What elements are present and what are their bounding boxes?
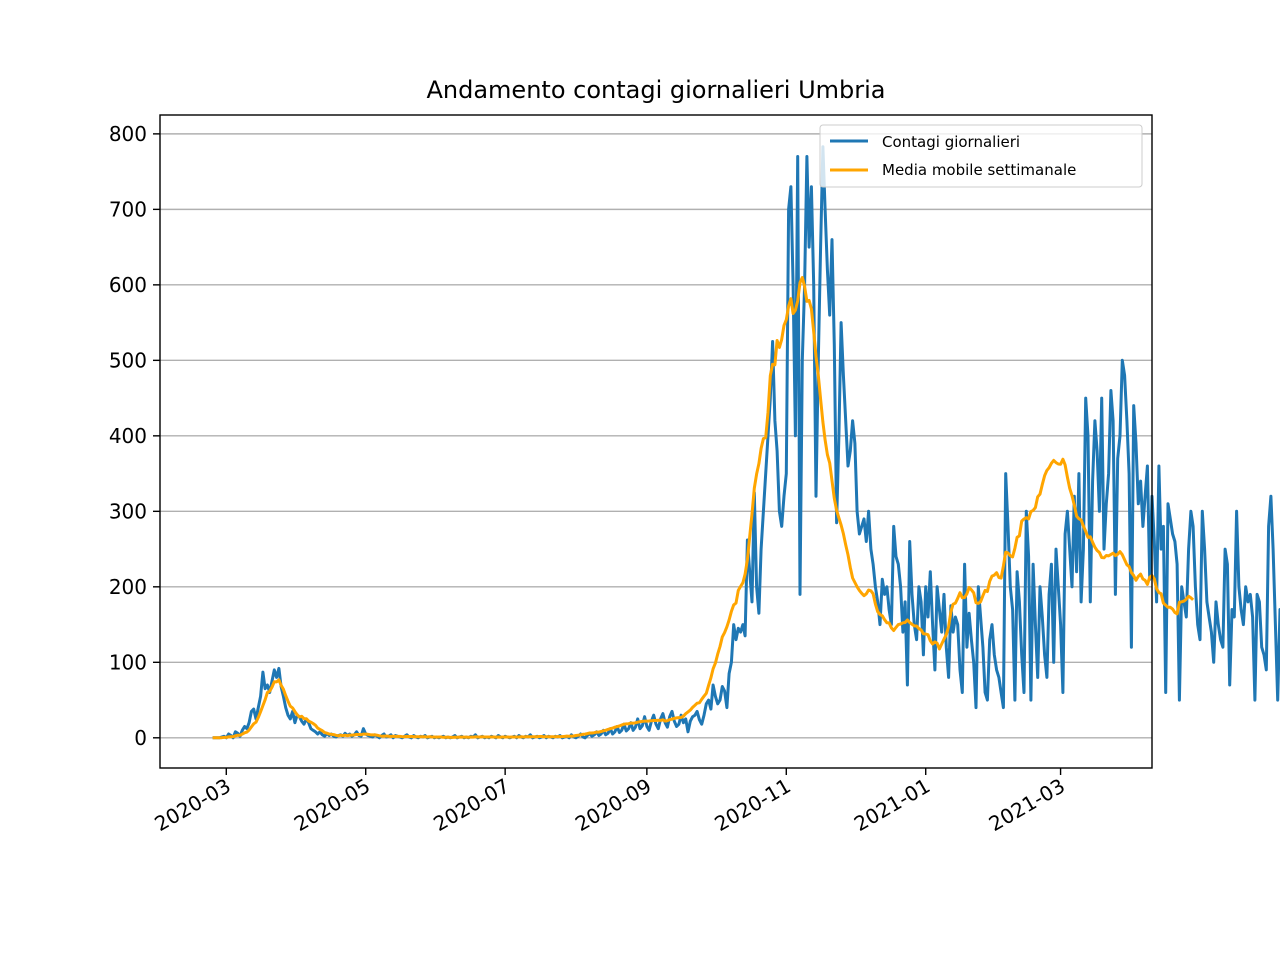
y-tick-label: 600 bbox=[109, 273, 147, 297]
legend-label-contagi: Contagi giornalieri bbox=[882, 133, 1020, 151]
series-media-mobile bbox=[212, 276, 1195, 740]
y-tick-label: 500 bbox=[109, 348, 147, 372]
y-axis: 0 100 200 300 400 500 600 700 800 bbox=[109, 122, 160, 750]
y-tick-label: 200 bbox=[109, 575, 147, 599]
series-layer bbox=[212, 145, 1280, 740]
plot-frame bbox=[159, 114, 1153, 769]
y-tick-label: 100 bbox=[109, 650, 147, 674]
legend: Contagi giornalieri Media mobile settima… bbox=[819, 124, 1143, 188]
y-tick-label: 700 bbox=[109, 197, 147, 221]
chart-title: Andamento contagi giornalieri Umbria bbox=[426, 76, 885, 104]
y-tick-label: 400 bbox=[109, 424, 147, 448]
legend-label-media: Media mobile settimanale bbox=[882, 161, 1076, 179]
y-tick-label: 0 bbox=[134, 726, 147, 750]
y-tick-label: 300 bbox=[109, 499, 147, 523]
grid-layer bbox=[160, 133, 1152, 739]
y-tick-label: 800 bbox=[109, 122, 147, 146]
legend-box bbox=[819, 124, 1143, 188]
